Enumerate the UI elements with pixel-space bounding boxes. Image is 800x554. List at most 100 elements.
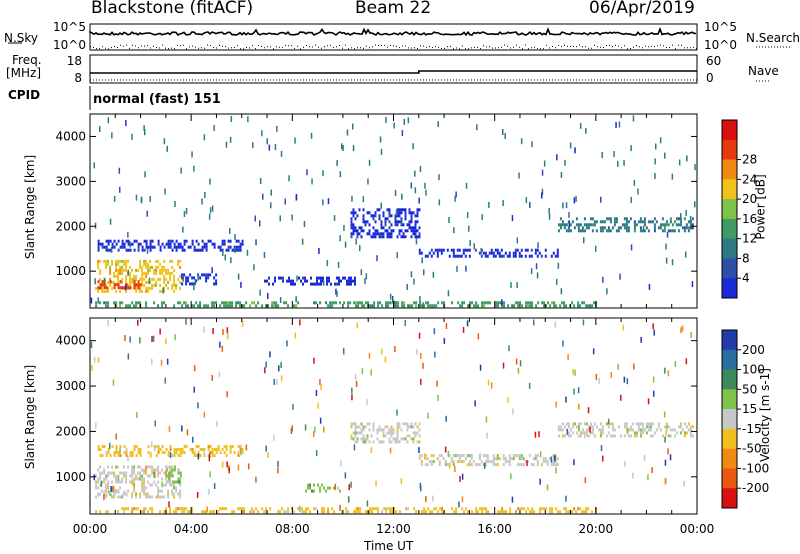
heatmap-cell	[131, 468, 134, 472]
heatmap-cell	[427, 507, 430, 511]
heatmap-cell	[155, 468, 158, 472]
heatmap-cell	[531, 304, 534, 308]
heatmap-cell	[605, 217, 608, 221]
speckle	[437, 121, 439, 128]
heatmap-cell	[275, 301, 278, 305]
heatmap-cell	[147, 465, 150, 469]
heatmap-cell	[129, 480, 132, 484]
heatmap-cell	[392, 428, 395, 432]
heatmap-cell	[405, 507, 408, 511]
heatmap-cell	[207, 304, 210, 308]
heatmap-cell	[587, 226, 590, 230]
heatmap-cell	[105, 477, 108, 481]
heatmap-cell	[412, 232, 415, 236]
heatmap-cell	[135, 495, 138, 499]
heatmap-cell	[386, 208, 389, 212]
heatmap-cell	[552, 454, 555, 458]
heatmap-cell	[559, 510, 562, 514]
heatmap-cell	[607, 431, 610, 435]
heatmap-cell	[633, 229, 636, 233]
heatmap-cell	[133, 286, 136, 290]
heatmap-cell	[211, 242, 214, 246]
heatmap-cell	[171, 454, 174, 457]
speckle	[107, 320, 109, 326]
heatmap-cell	[482, 251, 485, 255]
heatmap-cell	[107, 289, 110, 293]
heatmap-cell	[141, 510, 144, 514]
heatmap-cell	[376, 208, 379, 212]
heatmap-cell	[354, 431, 357, 435]
heatmap-cell	[187, 245, 190, 249]
speckle	[115, 433, 117, 440]
heatmap-cell	[101, 289, 104, 293]
speckle	[427, 412, 429, 419]
speckle	[129, 241, 131, 248]
speckle	[368, 159, 371, 166]
heatmap-cell	[265, 510, 268, 514]
heatmap-cell	[496, 251, 499, 255]
heatmap-cell	[173, 448, 176, 451]
heatmap-cell	[290, 279, 292, 283]
speckle	[637, 188, 639, 195]
heatmap-cell	[577, 229, 580, 233]
speckle	[502, 362, 505, 369]
heatmap-cell	[486, 254, 489, 258]
speckle	[414, 187, 417, 194]
heatmap-cell	[400, 428, 403, 432]
heatmap-cell	[494, 457, 497, 461]
heatmap-cell	[215, 301, 218, 305]
colorbar-frame	[721, 119, 738, 299]
heatmap-cell	[554, 254, 557, 258]
heatmap-cell	[536, 248, 539, 252]
speckle	[400, 478, 403, 485]
speckle	[579, 122, 582, 129]
heatmap-cell	[105, 248, 108, 252]
speckle	[601, 152, 603, 158]
heatmap-cell	[105, 486, 108, 490]
heatmap-cell	[107, 304, 110, 308]
heatmap-cell	[185, 445, 188, 448]
heatmap-cell	[573, 226, 576, 230]
heatmap-cell	[229, 451, 232, 454]
heatmap-cell	[305, 507, 308, 511]
heatmap-cell	[390, 232, 393, 236]
heatmap-cell	[689, 223, 692, 227]
speckle	[568, 211, 570, 218]
speckle	[623, 376, 626, 383]
heatmap-cell	[215, 451, 218, 454]
heatmap-cell	[599, 431, 602, 435]
speckle	[185, 208, 188, 214]
heatmap-cell	[323, 510, 326, 514]
nsearch-label: N.Search	[746, 31, 800, 45]
heatmap-cell	[107, 451, 110, 454]
heatmap-cell	[500, 248, 503, 252]
heatmap-cell	[151, 495, 154, 499]
heatmap-cell	[569, 434, 572, 438]
heatmap-cell	[263, 510, 266, 514]
heatmap-cell	[563, 223, 566, 227]
heatmap-cell	[488, 251, 491, 255]
speckle	[587, 407, 590, 414]
heatmap-cell	[237, 451, 240, 454]
heatmap-cell	[159, 510, 162, 514]
heatmap-cell	[599, 434, 602, 438]
heatmap-cell	[663, 226, 666, 230]
heatmap-cell	[177, 242, 180, 246]
heatmap-cell	[187, 276, 190, 280]
speckle	[516, 237, 519, 244]
speckle	[276, 378, 278, 385]
speckle	[341, 143, 343, 150]
heatmap-cell	[567, 434, 570, 438]
heatmap-cell	[661, 217, 664, 221]
heatmap-cell	[125, 507, 128, 511]
heatmap-cell	[382, 211, 385, 215]
heatmap-cell	[567, 510, 570, 514]
heatmap-cell	[633, 223, 636, 227]
speckle	[585, 127, 587, 134]
heatmap-cell	[159, 271, 162, 275]
heatmap-cell	[143, 489, 146, 493]
heatmap-cell	[175, 245, 178, 249]
heatmap-cell	[605, 422, 608, 426]
heatmap-cell	[315, 507, 318, 511]
heatmap-cell	[649, 422, 652, 426]
